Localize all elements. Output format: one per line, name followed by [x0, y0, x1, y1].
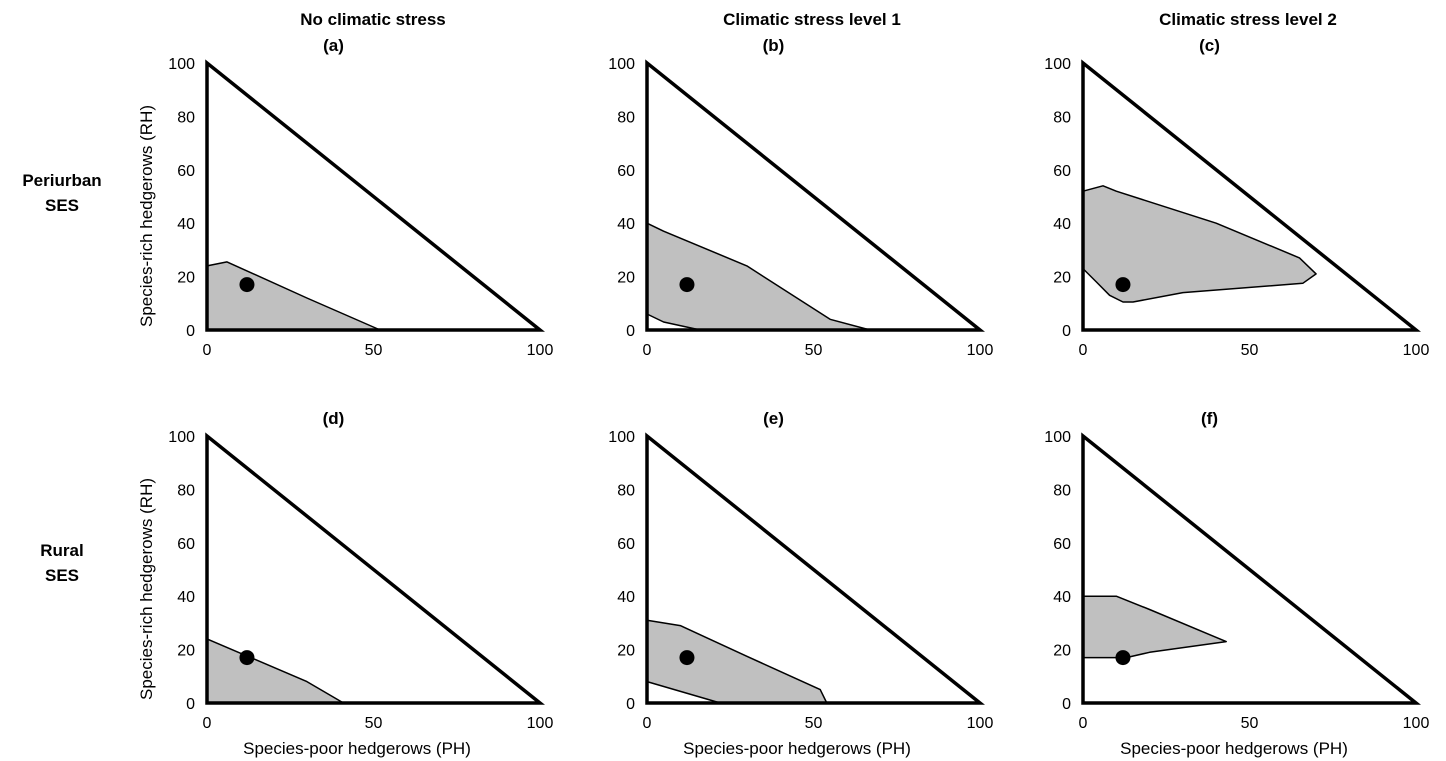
region-polygon-f: [1082, 595, 1227, 659]
panel-c: (c) 0 20 40 60 80 100 0 50 100: [1044, 36, 1429, 359]
row-label-periurban-line1: Periurban: [22, 171, 101, 190]
panel-label-a: (a): [323, 36, 344, 55]
region-polygon-d: [206, 638, 345, 704]
x-tick-label-a-100: 100: [527, 342, 554, 359]
y-tick-label-c-100: 100: [1044, 56, 1071, 73]
panel-a: (a) 0 20 40 60 80 100 0 50 100: [168, 36, 553, 359]
panel-label-b: (b): [763, 36, 785, 55]
x-tick-label-c-50: 50: [1241, 342, 1259, 359]
x-tick-label-e-100: 100: [967, 715, 994, 732]
x-tick-label-c-0: 0: [1079, 342, 1088, 359]
y-tick-label-a-80: 80: [177, 109, 195, 126]
panels-group: (a) 0 20 40 60 80 100 0 50 100 (b) 0 20 40 60 80 100 0 50 1…: [168, 36, 1429, 732]
y-tick-label-d-100: 100: [168, 429, 195, 446]
triangle-boundary-d: [205, 432, 545, 705]
region-polygon-a: [206, 261, 381, 331]
x-axis-label-e: Species-poor hedgerows (PH): [683, 739, 911, 758]
panel-label-d: (d): [323, 409, 345, 428]
x-tick-label-a-0: 0: [203, 342, 212, 359]
y-tick-label-f-40: 40: [1053, 589, 1071, 606]
y-tick-label-f-60: 60: [1053, 536, 1071, 553]
y-tick-label-a-0: 0: [186, 323, 195, 340]
state-point-a: [239, 277, 255, 293]
y-tick-label-b-40: 40: [617, 216, 635, 233]
panel-label-c: (c): [1199, 36, 1220, 55]
x-tick-label-a-50: 50: [365, 342, 383, 359]
x-tick-label-d-50: 50: [365, 715, 383, 732]
y-tick-label-d-0: 0: [186, 696, 195, 713]
x-tick-label-d-100: 100: [527, 715, 554, 732]
x-axis-label-f: Species-poor hedgerows (PH): [1120, 739, 1348, 758]
state-point-c: [1115, 277, 1131, 293]
y-tick-label-c-80: 80: [1053, 109, 1071, 126]
region-polygon-c: [1082, 185, 1317, 303]
x-axis-label-d: Species-poor hedgerows (PH): [243, 739, 471, 758]
y-tick-label-c-60: 60: [1053, 163, 1071, 180]
y-tick-label-d-80: 80: [177, 482, 195, 499]
y-tick-label-b-0: 0: [626, 323, 635, 340]
region-polygon-b: [646, 222, 871, 331]
y-tick-label-d-40: 40: [177, 589, 195, 606]
x-tick-label-e-50: 50: [805, 715, 823, 732]
y-axis-label-bottom: Species-rich hedgerows (RH): [137, 478, 156, 700]
region-polygon-e: [646, 619, 828, 704]
triangle-boundary-b: [645, 59, 985, 332]
x-tick-label-d-0: 0: [203, 715, 212, 732]
y-tick-label-c-20: 20: [1053, 270, 1071, 287]
y-tick-label-e-60: 60: [617, 536, 635, 553]
y-tick-label-a-60: 60: [177, 163, 195, 180]
x-tick-label-b-50: 50: [805, 342, 823, 359]
x-tick-label-c-100: 100: [1403, 342, 1430, 359]
x-tick-label-b-0: 0: [643, 342, 652, 359]
x-tick-label-f-100: 100: [1403, 715, 1430, 732]
x-tick-label-b-100: 100: [967, 342, 994, 359]
state-point-d: [239, 650, 255, 666]
y-tick-label-a-100: 100: [168, 56, 195, 73]
y-tick-label-e-20: 20: [617, 643, 635, 660]
y-tick-label-f-0: 0: [1062, 696, 1071, 713]
triangle-boundary-e: [645, 432, 985, 705]
panel-e: (e) 0 20 40 60 80 100 0 50 100: [608, 409, 993, 732]
x-tick-label-f-0: 0: [1079, 715, 1088, 732]
y-tick-label-e-40: 40: [617, 589, 635, 606]
row-label-rural-line1: Rural: [40, 541, 83, 560]
row-label-rural-line2: SES: [45, 566, 79, 585]
y-tick-label-c-0: 0: [1062, 323, 1071, 340]
y-tick-label-e-80: 80: [617, 482, 635, 499]
triangle-boundary-f: [1081, 432, 1421, 705]
state-point-f: [1115, 650, 1131, 666]
y-tick-label-b-100: 100: [608, 56, 635, 73]
y-tick-label-f-20: 20: [1053, 643, 1071, 660]
y-tick-label-e-0: 0: [626, 696, 635, 713]
y-tick-label-a-20: 20: [177, 270, 195, 287]
column-title-stress-2: Climatic stress level 2: [1159, 10, 1337, 29]
y-tick-label-f-80: 80: [1053, 482, 1071, 499]
triangle-boundary-a: [205, 59, 545, 332]
triangle-boundary-c: [1081, 59, 1421, 332]
y-tick-label-b-60: 60: [617, 163, 635, 180]
panel-f: (f) 0 20 40 60 80 100 0 50 100: [1044, 409, 1429, 732]
y-tick-label-c-40: 40: [1053, 216, 1071, 233]
y-tick-label-d-20: 20: [177, 643, 195, 660]
column-title-stress-1: Climatic stress level 1: [723, 10, 901, 29]
panel-d: (d) 0 20 40 60 80 100 0 50 100: [168, 409, 553, 732]
y-tick-label-a-40: 40: [177, 216, 195, 233]
row-label-periurban-line2: SES: [45, 196, 79, 215]
y-tick-label-d-60: 60: [177, 536, 195, 553]
y-axis-label-top: Species-rich hedgerows (RH): [137, 105, 156, 327]
x-tick-label-f-50: 50: [1241, 715, 1259, 732]
state-point-b: [679, 277, 695, 293]
column-title-no-stress: No climatic stress: [300, 10, 446, 29]
panel-label-e: (e): [763, 409, 784, 428]
state-point-e: [679, 650, 695, 666]
x-tick-label-e-0: 0: [643, 715, 652, 732]
y-tick-label-e-100: 100: [608, 429, 635, 446]
panel-b: (b) 0 20 40 60 80 100 0 50 100: [608, 36, 993, 359]
y-tick-label-b-20: 20: [617, 270, 635, 287]
panel-label-f: (f): [1201, 409, 1218, 428]
y-tick-label-f-100: 100: [1044, 429, 1071, 446]
y-tick-label-b-80: 80: [617, 109, 635, 126]
